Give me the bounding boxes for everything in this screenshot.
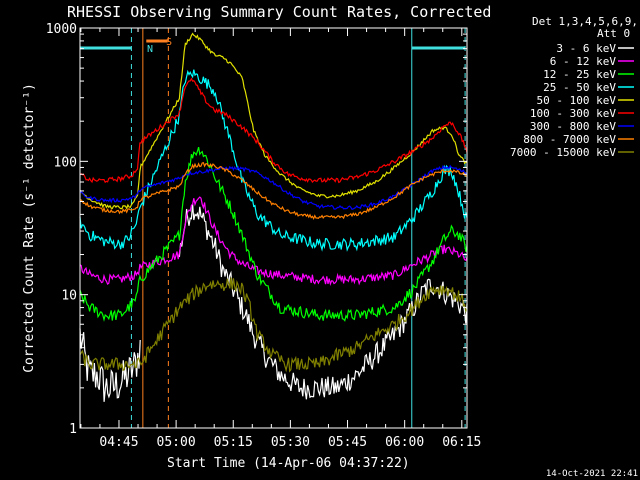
x-axis-label: Start Time (14-Apr-06 04:37:22) bbox=[167, 456, 410, 471]
y-tick-label: 100 bbox=[54, 155, 77, 170]
night-marker-label: N bbox=[147, 44, 153, 55]
series-line-4 bbox=[79, 69, 468, 252]
legend-label: 100 - 300 keV bbox=[530, 107, 616, 120]
series-line-3 bbox=[79, 146, 468, 322]
chart-title: RHESSI Observing Summary Count Rates, Co… bbox=[67, 3, 491, 21]
series-line-6 bbox=[79, 77, 468, 184]
legend-header-line1: Det 1,3,4,5,6,9, bbox=[532, 15, 638, 28]
plot-frame bbox=[79, 27, 468, 429]
footer-timestamp: 14-Oct-2021 22:41 bbox=[546, 469, 638, 479]
y-tick-label: 1000 bbox=[46, 22, 77, 37]
series-line-5 bbox=[79, 32, 468, 210]
series-line-8 bbox=[80, 161, 468, 220]
legend-label: 12 - 25 keV bbox=[543, 68, 616, 81]
y-tick-label: 10 bbox=[61, 289, 77, 304]
series-line-1 bbox=[178, 203, 468, 400]
y-tick-label: 1 bbox=[69, 422, 77, 437]
legend-label: 6 - 12 keV bbox=[550, 55, 617, 68]
y-axis-label: Corrected Count Rate (s⁻¹ detector⁻¹) bbox=[22, 83, 37, 373]
series-line-2 bbox=[79, 196, 468, 286]
series-line-0 bbox=[79, 328, 141, 402]
x-tick-label: 05:15 bbox=[214, 435, 253, 450]
legend-label: 800 - 7000 keV bbox=[523, 133, 616, 146]
series-line-7 bbox=[79, 164, 468, 210]
x-tick-label: 05:30 bbox=[271, 435, 310, 450]
legend-label: 7000 - 15000 keV bbox=[510, 146, 616, 159]
legend-label: 3 - 6 keV bbox=[556, 42, 616, 55]
legend-label: 300 - 800 keV bbox=[530, 120, 616, 133]
legend-label: 25 - 50 keV bbox=[543, 81, 616, 94]
x-tick-label: 04:45 bbox=[99, 435, 138, 450]
legend-header-line2: Att 0 bbox=[597, 27, 630, 40]
saa-marker-label: S bbox=[166, 37, 172, 48]
x-tick-label: 06:00 bbox=[385, 435, 424, 450]
x-tick-label: 06:15 bbox=[442, 435, 481, 450]
series-line-9 bbox=[79, 277, 468, 373]
x-tick-label: 05:00 bbox=[157, 435, 196, 450]
x-tick-label: 05:45 bbox=[328, 435, 367, 450]
legend-label: 50 - 100 keV bbox=[537, 94, 617, 107]
